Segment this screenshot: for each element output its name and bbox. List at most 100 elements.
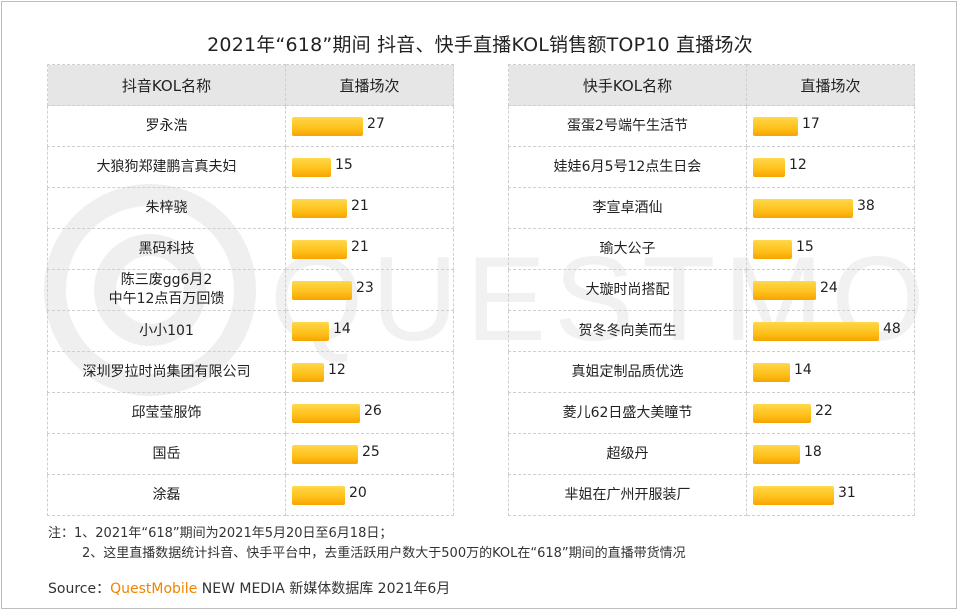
kuaishou-value-label: 15 (796, 239, 814, 255)
kuaishou-row: 芈姐在广州开服装厂 31 (508, 474, 915, 516)
douyin-value-label: 15 (335, 157, 353, 173)
douyin-bar (292, 363, 324, 382)
douyin-row: 邱莹莹服饰 26 (47, 392, 454, 434)
source-line: Source：QuestMobile NEW MEDIA 新媒体数据库 2021… (48, 578, 450, 598)
kuaishou-row: 超级丹 18 (508, 433, 915, 475)
douyin-value-header: 直播场次 (285, 64, 454, 106)
douyin-kol-name: 黑码科技 (47, 228, 286, 270)
kuaishou-bar (753, 281, 816, 300)
kuaishou-value-header: 直播场次 (746, 64, 915, 106)
kuaishou-value-cell: 15 (746, 228, 915, 270)
douyin-value-cell: 21 (285, 228, 454, 270)
douyin-value-label: 21 (351, 198, 369, 214)
kuaishou-bar (753, 240, 792, 259)
douyin-bar (292, 199, 347, 218)
kuaishou-row: 菱儿62日盛大美瞳节 22 (508, 392, 915, 434)
douyin-kol-name: 邱莹莹服饰 (47, 392, 286, 434)
douyin-row: 黑码科技 21 (47, 228, 454, 270)
douyin-value-cell: 21 (285, 187, 454, 229)
kuaishou-row: 大璇时尚搭配 24 (508, 269, 915, 311)
chart-title: 2021年“618”期间 抖音、快手直播KOL销售额TOP10 直播场次 (207, 34, 753, 56)
douyin-row: 小小101 14 (47, 310, 454, 352)
kuaishou-kol-name: 芈姐在广州开服装厂 (508, 474, 747, 516)
douyin-bar (292, 117, 363, 136)
kuaishou-kol-name: 瑜大公子 (508, 228, 747, 270)
douyin-table: 抖音KOL名称 直播场次 罗永浩 27 大狼狗郑建鹏言真夫妇 15 朱梓骁 21 黑码科技 2… (47, 64, 454, 516)
kuaishou-value-cell: 17 (746, 105, 915, 147)
kuaishou-table: 快手KOL名称 直播场次 蛋蛋2号端午生活节 17 娃娃6月5号12点生日会 12 李宣… (508, 64, 915, 516)
kuaishou-value-label: 38 (857, 198, 875, 214)
douyin-kol-name: 罗永浩 (47, 105, 286, 147)
douyin-bar (292, 486, 345, 505)
douyin-value-label: 26 (364, 403, 382, 419)
douyin-row: 深圳罗拉时尚集团有限公司 12 (47, 351, 454, 393)
kuaishou-value-label: 18 (804, 444, 822, 460)
kuaishou-value-label: 17 (802, 116, 820, 132)
kuaishou-bar (753, 117, 798, 136)
source-prefix: Source： (48, 581, 111, 597)
kuaishou-kol-name: 大璇时尚搭配 (508, 269, 747, 311)
kuaishou-bar (753, 322, 879, 341)
douyin-kol-name: 小小101 (47, 310, 286, 352)
kuaishou-bar (753, 199, 853, 218)
kuaishou-value-label: 48 (883, 321, 901, 337)
kuaishou-value-cell: 22 (746, 392, 915, 434)
kuaishou-bar (753, 363, 790, 382)
kuaishou-row: 娃娃6月5号12点生日会 12 (508, 146, 915, 188)
kuaishou-value-label: 24 (820, 280, 838, 296)
douyin-bar (292, 445, 358, 464)
douyin-value-cell: 20 (285, 474, 454, 516)
source-suffix: NEW MEDIA 新媒体数据库 2021年6月 (197, 581, 451, 597)
kuaishou-value-cell: 12 (746, 146, 915, 188)
douyin-value-label: 25 (362, 444, 380, 460)
kuaishou-row: 蛋蛋2号端午生活节 17 (508, 105, 915, 147)
douyin-value-label: 21 (351, 239, 369, 255)
douyin-row: 陈三废gg6月2 中午12点百万回馈 23 (47, 269, 454, 311)
douyin-row: 涂磊 20 (47, 474, 454, 516)
kuaishou-value-cell: 14 (746, 351, 915, 393)
kuaishou-bar (753, 158, 785, 177)
kuaishou-kol-name: 真姐定制品质优选 (508, 351, 747, 393)
douyin-value-label: 27 (367, 116, 385, 132)
kuaishou-kol-name: 菱儿62日盛大美瞳节 (508, 392, 747, 434)
douyin-bar (292, 322, 329, 341)
douyin-kol-name: 国岳 (47, 433, 286, 475)
kuaishou-value-cell: 48 (746, 310, 915, 352)
kuaishou-value-label: 12 (789, 157, 807, 173)
douyin-value-label: 20 (349, 485, 367, 501)
footnotes: 注：1、2021年“618”期间为2021年5月20日至6月18日； 2、这里直… (48, 524, 686, 564)
douyin-kol-name: 大狼狗郑建鹏言真夫妇 (47, 146, 286, 188)
kuaishou-kol-name: 蛋蛋2号端午生活节 (508, 105, 747, 147)
kuaishou-value-cell: 24 (746, 269, 915, 311)
douyin-value-cell: 26 (285, 392, 454, 434)
douyin-value-cell: 27 (285, 105, 454, 147)
douyin-value-label: 12 (328, 362, 346, 378)
douyin-kol-name: 深圳罗拉时尚集团有限公司 (47, 351, 286, 393)
douyin-value-cell: 14 (285, 310, 454, 352)
douyin-row: 罗永浩 27 (47, 105, 454, 147)
douyin-value-cell: 12 (285, 351, 454, 393)
kuaishou-kol-name: 李宣卓酒仙 (508, 187, 747, 229)
douyin-bar (292, 404, 360, 423)
kuaishou-row: 真姐定制品质优选 14 (508, 351, 915, 393)
douyin-kol-name: 朱梓骁 (47, 187, 286, 229)
douyin-row: 国岳 25 (47, 433, 454, 475)
kuaishou-value-label: 14 (794, 362, 812, 378)
kuaishou-row: 李宣卓酒仙 38 (508, 187, 915, 229)
douyin-row: 大狼狗郑建鹏言真夫妇 15 (47, 146, 454, 188)
douyin-bar (292, 281, 352, 300)
douyin-kol-name: 涂磊 (47, 474, 286, 516)
douyin-bar (292, 158, 331, 177)
kuaishou-value-cell: 38 (746, 187, 915, 229)
kuaishou-value-cell: 18 (746, 433, 915, 475)
douyin-value-cell: 15 (285, 146, 454, 188)
douyin-bar (292, 240, 347, 259)
douyin-kol-name: 陈三废gg6月2 中午12点百万回馈 (47, 269, 286, 311)
douyin-value-cell: 25 (285, 433, 454, 475)
kuaishou-bar (753, 486, 834, 505)
kuaishou-kol-name: 贺冬冬向美而生 (508, 310, 747, 352)
footnote-2: 2、这里直播数据统计抖音、快手平台中，去重活跃用户数大于500万的KOL在“61… (82, 546, 686, 561)
kuaishou-row: 贺冬冬向美而生 48 (508, 310, 915, 352)
source-brand: QuestMobile (110, 581, 198, 597)
